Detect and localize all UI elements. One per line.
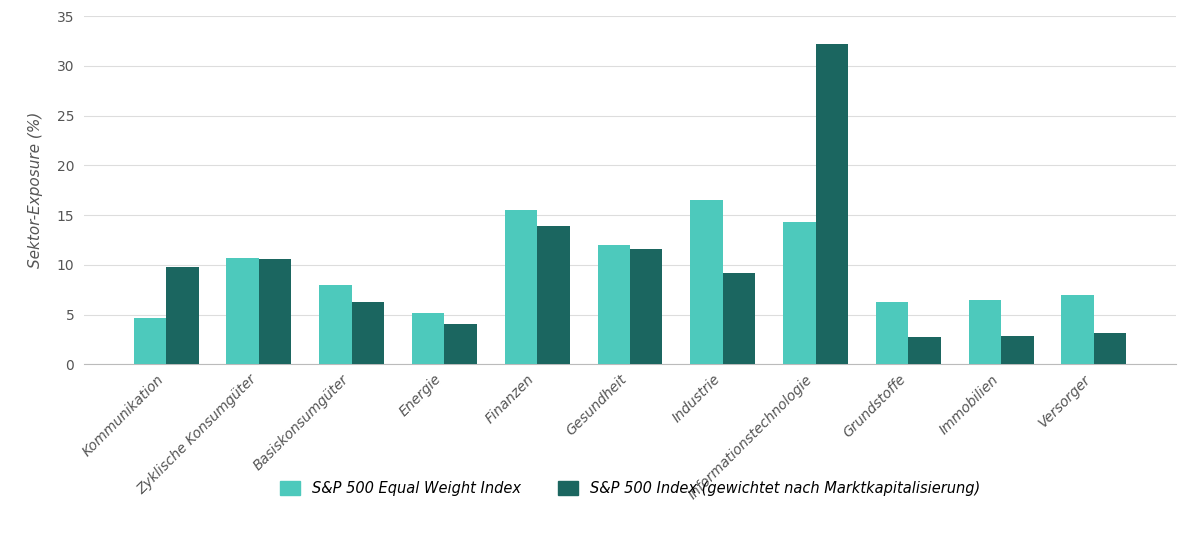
Bar: [816, 44, 848, 364]
Bar: [876, 302, 908, 364]
Bar: [538, 226, 570, 364]
Bar: [968, 300, 1001, 364]
Bar: [412, 312, 444, 364]
Bar: [319, 285, 352, 364]
Bar: [1001, 336, 1033, 364]
Bar: [227, 258, 259, 364]
Bar: [166, 267, 198, 364]
Bar: [1062, 295, 1094, 364]
Bar: [259, 259, 292, 364]
Bar: [352, 302, 384, 364]
Bar: [444, 324, 476, 364]
Bar: [1094, 333, 1127, 364]
Y-axis label: Sektor-Exposure (%): Sektor-Exposure (%): [28, 112, 43, 269]
Bar: [722, 273, 755, 364]
Bar: [908, 337, 941, 364]
Legend: S&P 500 Equal Weight Index, S&P 500 Index (gewichtet nach Marktkapitalisierung): S&P 500 Equal Weight Index, S&P 500 Inde…: [272, 474, 988, 503]
Bar: [133, 318, 166, 364]
Bar: [598, 245, 630, 364]
Bar: [505, 210, 538, 364]
Bar: [784, 222, 816, 364]
Bar: [690, 200, 722, 364]
Bar: [630, 249, 662, 364]
